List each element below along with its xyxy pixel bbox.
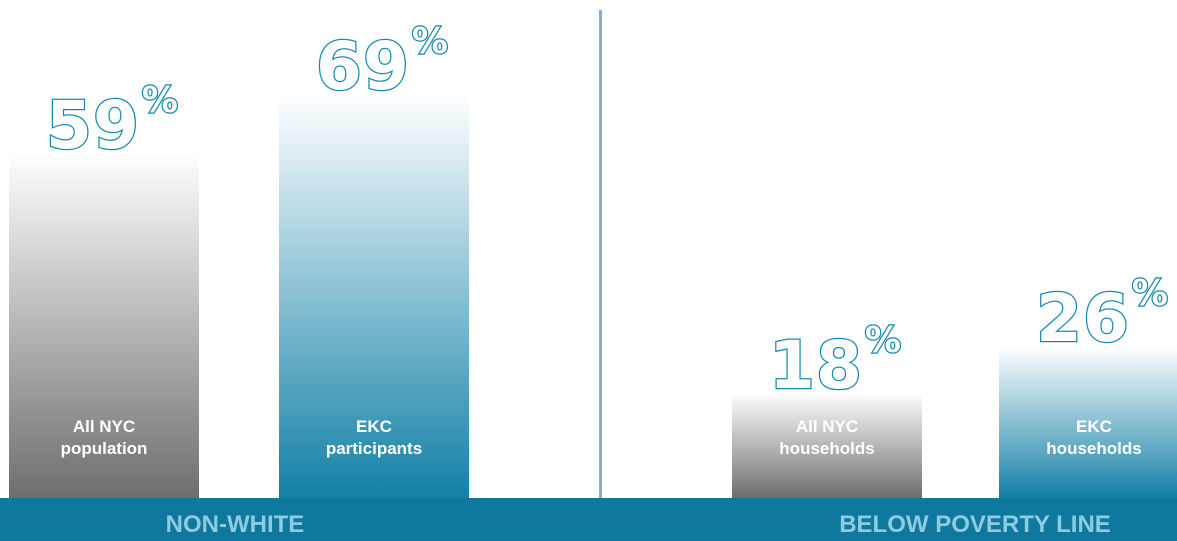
- bar-category-label: EKC households: [1046, 417, 1142, 458]
- value-percent-sign: %: [1131, 272, 1170, 314]
- bar-category-label: EKC participants: [325, 417, 423, 458]
- bar-value-label: 26%: [1035, 274, 1169, 353]
- group-divider: [599, 10, 602, 498]
- bar-category-label: All NYC population: [60, 417, 148, 458]
- value-number: 18: [768, 326, 863, 404]
- value-number: 69: [315, 28, 410, 106]
- bar-value-label: 59%: [45, 81, 179, 160]
- bar-0-1: [279, 94, 469, 498]
- group-label-below-poverty-line: BELOW POVERTY LINE: [839, 511, 1111, 538]
- bar-1-1: [999, 345, 1177, 498]
- value-number: 26: [1035, 279, 1130, 357]
- bar-value-label: 69%: [315, 23, 449, 102]
- value-percent-sign: %: [864, 319, 903, 361]
- bar-0-0: [9, 152, 199, 498]
- bars-layer: [9, 94, 1177, 498]
- value-number: 59: [45, 86, 140, 164]
- value-percent-sign: %: [411, 21, 450, 63]
- value-percent-sign: %: [141, 79, 180, 121]
- category-band: [0, 498, 1177, 541]
- bar-1-0: [732, 392, 922, 498]
- group-label-non-white: NON-WHITE: [165, 511, 305, 538]
- bar-category-label: All NYC households: [779, 417, 875, 458]
- bar-value-label: 18%: [768, 321, 902, 400]
